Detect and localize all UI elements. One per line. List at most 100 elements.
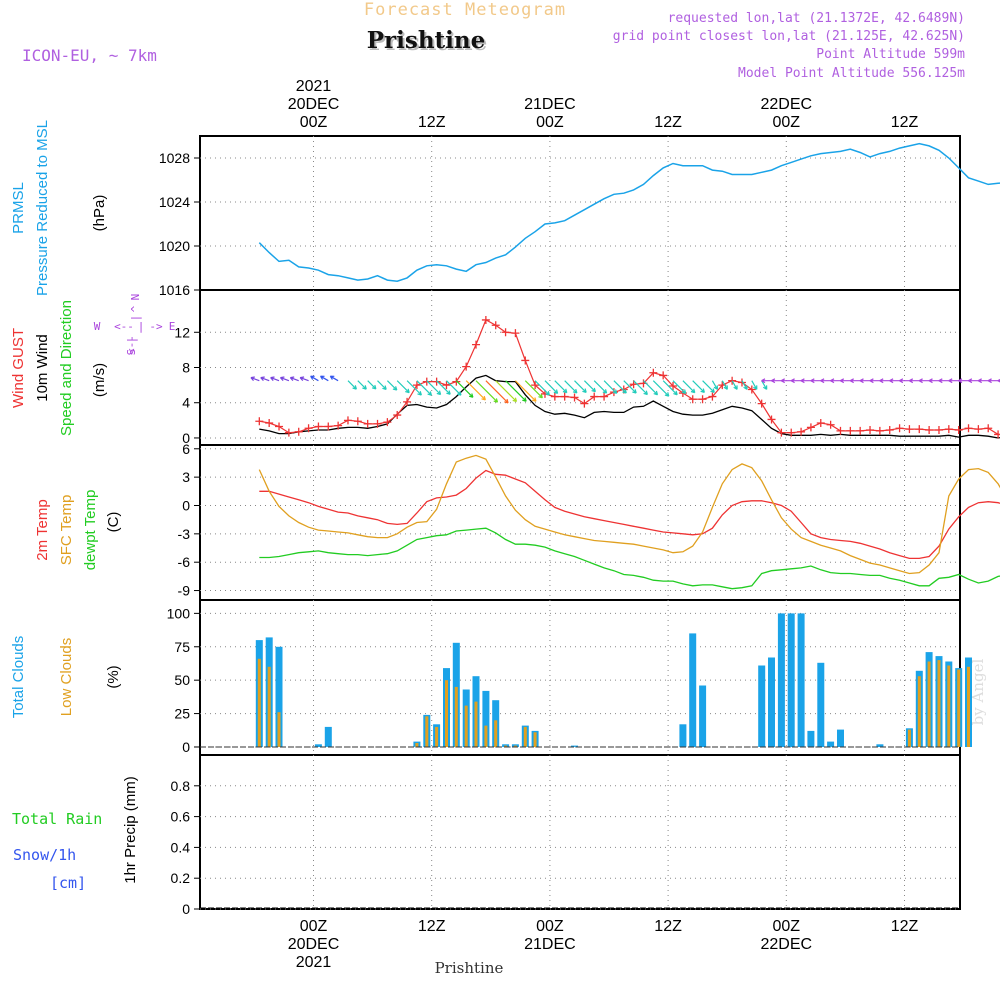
y-tick-label: 100 <box>167 605 191 621</box>
ten-m-wind-label: 10m Wind <box>34 334 51 402</box>
gust-marker <box>314 422 323 431</box>
wind-direction-arrow <box>643 380 659 396</box>
bottom-time-label: 20DEC <box>288 936 340 953</box>
gust-marker <box>708 392 717 401</box>
total-clouds-bar <box>777 613 785 747</box>
gust-marker <box>974 425 983 434</box>
gust-marker <box>412 381 421 390</box>
gust-marker <box>590 392 599 401</box>
gust-marker <box>787 428 796 437</box>
gust-marker <box>747 385 756 394</box>
total-clouds-bar <box>314 744 322 747</box>
wind-direction-arrow <box>948 378 959 384</box>
gust-marker <box>353 417 362 426</box>
total-clouds-bar <box>699 685 707 747</box>
gust-marker <box>846 426 855 435</box>
low-clouds-bar <box>523 726 527 747</box>
y-tick-label: -3 <box>178 526 191 542</box>
wind-direction-arrow <box>475 380 499 403</box>
y-tick-label: 75 <box>174 639 190 655</box>
total-clouds-bar <box>876 744 884 747</box>
gust-marker <box>934 426 943 435</box>
dewpt-temp-label: dewpt Temp <box>82 490 99 571</box>
compass-east: E <box>169 320 176 333</box>
gust-marker <box>777 428 786 437</box>
total-clouds-bar <box>758 665 766 747</box>
gust-marker <box>304 424 313 433</box>
compass-south-bar: | <box>125 337 138 344</box>
low-clouds-bar <box>445 680 448 747</box>
total-clouds-bar <box>807 730 815 747</box>
pressure-line <box>258 142 1000 282</box>
wind-direction-arrow <box>958 378 969 384</box>
clouds-labels: Total Clouds Low Clouds (%) <box>10 636 122 719</box>
gust-marker <box>659 371 668 380</box>
model-label: ICON-EU, ~ 7km <box>22 46 157 65</box>
total-clouds-bar <box>797 613 805 747</box>
compass-north: N <box>129 294 142 301</box>
top-time-label: 12Z <box>891 114 919 131</box>
wind-direction-arrow <box>830 378 841 384</box>
gust-marker <box>875 426 884 435</box>
point-altitude: Point Altitude 599m <box>816 47 965 62</box>
forecast-meteogram-label: Forecast Meteogram <box>364 0 566 20</box>
clouds-panel: 0 25 50 75 100 <box>167 599 972 756</box>
sfc-temp-label: SFC Temp <box>58 495 75 566</box>
gust-marker <box>600 392 609 401</box>
top-time-label: 22DEC <box>761 96 813 113</box>
wind-direction-arrow <box>310 375 319 382</box>
gust-marker <box>481 315 490 324</box>
wind-direction-arrow <box>909 378 920 384</box>
gust-marker <box>895 424 904 433</box>
low-clouds-label: Low Clouds <box>58 638 75 716</box>
temperature-panel: -9 -6 -3 0 3 6 <box>178 441 1000 601</box>
wind-direction-arrow <box>505 380 527 402</box>
gust-marker <box>521 356 530 365</box>
prmsl-label: PRMSL <box>10 182 27 234</box>
y-tick-label: 0 <box>182 739 190 755</box>
low-clouds-bar <box>947 665 951 747</box>
wind-direction-arrow <box>761 378 772 384</box>
y-tick-label: 0 <box>182 430 190 446</box>
wind-direction-arrow <box>250 376 260 382</box>
gust-marker <box>275 422 284 431</box>
bottom-time-label: 22DEC <box>761 936 813 953</box>
gust-marker <box>905 425 914 434</box>
y-tick-label: 6 <box>182 441 190 457</box>
gust-marker <box>944 425 953 434</box>
wind-direction-arrow <box>603 380 618 394</box>
gust-marker <box>698 395 707 404</box>
wind-direction-arrow <box>524 380 543 399</box>
total-clouds-bar <box>837 729 844 747</box>
wind-direction-arrow <box>889 378 900 384</box>
wind-labels: Wind GUST 10m Wind Speed and Direction (… <box>10 300 108 436</box>
wind-direction-arrow <box>672 380 687 394</box>
gust-marker <box>984 424 993 433</box>
dewpoint-line <box>259 527 1000 590</box>
total-clouds-bar <box>679 724 687 747</box>
temp-unit-label: (C) <box>105 512 122 533</box>
gust-marker <box>334 421 343 430</box>
gust-marker <box>915 425 924 434</box>
wind-direction-arrow <box>436 380 451 395</box>
wind-direction-arrow <box>299 376 309 382</box>
y-tick-label: -9 <box>178 583 191 599</box>
wind-direction-arrow <box>534 380 550 396</box>
y-tick-label: -6 <box>178 554 191 570</box>
wind-direction-arrow <box>279 376 290 382</box>
wind-direction-arrow <box>790 378 802 384</box>
wind-direction-arrow <box>751 380 758 390</box>
low-clouds-bar <box>277 712 281 747</box>
gust-marker <box>452 377 461 386</box>
gust-marker <box>885 426 894 435</box>
wind-direction-arrow <box>849 378 861 384</box>
gust-marker <box>649 368 658 377</box>
total-clouds-bar <box>571 745 578 747</box>
total-clouds-label: Total Clouds <box>10 636 27 719</box>
snow-label: Snow/1h <box>13 846 76 864</box>
wind-direction-arrow <box>574 380 587 393</box>
top-time-label: 00Z <box>300 114 328 131</box>
low-clouds-bar <box>425 716 429 747</box>
low-clouds-bar <box>533 732 537 747</box>
gust-marker <box>994 430 1000 439</box>
